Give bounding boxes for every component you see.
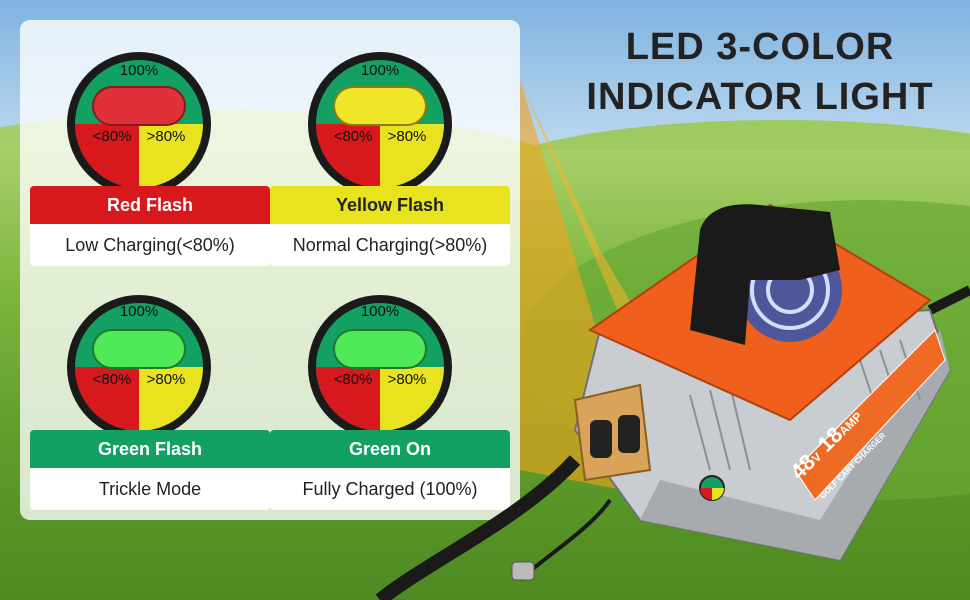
output-port xyxy=(618,415,640,453)
indicator-dial: 100% <80% >80% xyxy=(67,52,211,196)
label-above-80: >80% xyxy=(146,128,186,145)
carry-handle xyxy=(690,204,840,345)
status-description: Normal Charging(>80%) xyxy=(270,224,510,266)
label-below-80: <80% xyxy=(92,371,132,388)
label-below-80: <80% xyxy=(333,371,373,388)
label-100: 100% xyxy=(360,303,400,320)
led-red xyxy=(92,86,186,126)
input-port xyxy=(590,420,612,458)
indicator-dial: 100% <80% >80% xyxy=(308,52,452,196)
status-card: Red Flash Low Charging(<80%) xyxy=(30,186,270,266)
indicator-dial: 100% <80% >80% xyxy=(308,295,452,439)
charger-side xyxy=(640,330,950,560)
status-card: Green On Fully Charged (100%) xyxy=(270,430,510,510)
label-100: 100% xyxy=(360,62,400,79)
status-card: Green Flash Trickle Mode xyxy=(30,430,270,510)
status-description: Low Charging(<80%) xyxy=(30,224,270,266)
sensor-probe xyxy=(511,561,535,581)
status-description: Fully Charged (100%) xyxy=(270,468,510,510)
label-below-80: <80% xyxy=(92,128,132,145)
status-card: Yellow Flash Normal Charging(>80%) xyxy=(270,186,510,266)
status-title: Yellow Flash xyxy=(270,186,510,224)
rating-label xyxy=(794,329,946,501)
output-cable xyxy=(927,285,970,315)
led-yellow xyxy=(333,86,427,126)
label-above-80: >80% xyxy=(387,128,427,145)
indicator-dial: 100% <80% >80% xyxy=(67,295,211,439)
status-title: Green On xyxy=(270,430,510,468)
headline-line-1: LED 3-COLOR xyxy=(625,26,895,68)
label-100: 100% xyxy=(119,303,159,320)
label-above-80: >80% xyxy=(146,371,186,388)
headline-line-2: INDICATOR LIGHT xyxy=(586,76,934,118)
status-title: Green Flash xyxy=(30,430,270,468)
led-green xyxy=(92,329,186,369)
status-title: Red Flash xyxy=(30,186,270,224)
label-above-80: >80% xyxy=(387,371,427,388)
led-green xyxy=(333,329,427,369)
label-100: 100% xyxy=(119,62,159,79)
power-cable xyxy=(375,455,581,600)
label-below-80: <80% xyxy=(333,128,373,145)
status-description: Trickle Mode xyxy=(30,468,270,510)
